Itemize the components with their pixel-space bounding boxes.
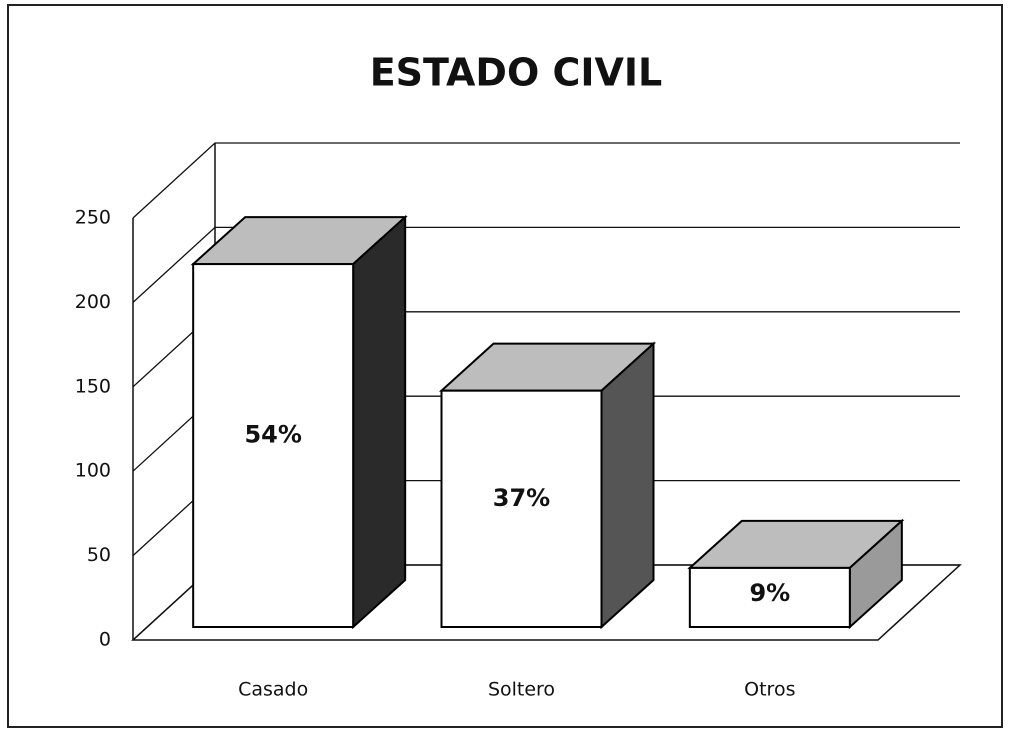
y-tick-label: 150 [75,375,111,397]
x-tick-label: Otros [744,679,795,701]
bar [440,389,603,628]
data-label: 37% [493,484,550,512]
y-tick-label: 100 [75,460,111,482]
y-tick-label: 0 [99,629,111,651]
bar [192,263,355,628]
y-tick-label: 50 [87,544,111,566]
grid-line [132,142,960,219]
grid-line [132,226,960,303]
bar-side [600,341,655,630]
y-tick-label: 200 [75,291,111,313]
data-label: 9% [749,579,790,607]
chart-title: ESTADO CIVIL [370,51,663,95]
y-tick-label: 250 [75,207,111,229]
bar-side [352,214,407,630]
x-tick-label: Casado [238,679,308,701]
data-label: 54% [244,421,301,449]
bar [688,566,851,628]
x-tick-label: Soltero [488,679,555,701]
